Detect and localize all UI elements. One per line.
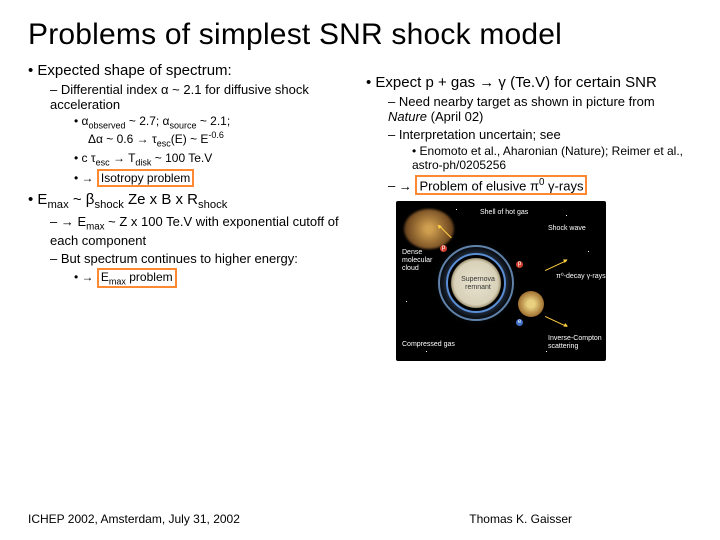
left-sub-1-text: Differential index α ~ 2.1 for diffusive…: [50, 82, 309, 112]
left-subsub-2: c τesc → Tdisk ~ 100 Te.V: [74, 151, 354, 167]
isotropy-box: Isotropy problem: [97, 169, 194, 187]
diagram-label-shock: Shock wave: [548, 225, 588, 233]
left-subsub-1: αobserved ~ 2.7; αsource ~ 2.1; Δα ~ 0.6…: [74, 114, 354, 149]
diagram-label-snr: Supernova remnant: [458, 276, 498, 291]
diagram-label-compressed: Compressed gas: [402, 341, 462, 349]
left-sub-2a: → Emax ~ Z x 100 Te.V with exponential c…: [50, 214, 354, 248]
diagram-label-cloud: Dense molecular cloud: [402, 249, 450, 272]
emax-box: Emax problem: [97, 268, 177, 288]
right-bullet-1-text: Expect p + gas → γ (Te.V) for certain SN…: [375, 74, 656, 91]
slide-title: Problems of simplest SNR shock model: [28, 18, 692, 52]
diagram-label-pi: π⁰-decay γ-rays: [556, 273, 606, 281]
right-column: Expect p + gas → γ (Te.V) for certain SN…: [366, 62, 692, 506]
left-subsub-4: → Emax problem: [74, 268, 354, 288]
left-bullet-1: Expected shape of spectrum: Differential…: [28, 62, 354, 187]
footer-right: Thomas K. Gaisser: [469, 512, 692, 526]
left-column: Expected shape of spectrum: Differential…: [28, 62, 354, 506]
left-bullet-2-text: Emax ~ βshock Ze x B x Rshock: [37, 191, 227, 208]
left-bullet-1-text: Expected shape of spectrum:: [37, 62, 231, 79]
left-bullet-2: Emax ~ βshock Ze x B x Rshock → Emax ~ Z…: [28, 191, 354, 288]
right-sub-3: → Problem of elusive π0 γ-rays: [388, 175, 692, 195]
footer: ICHEP 2002, Amsterdam, July 31, 2002 Tho…: [28, 512, 692, 526]
left-sub-1: Differential index α ~ 2.1 for diffusive…: [50, 82, 354, 187]
right-bullet-1: Expect p + gas → γ (Te.V) for certain SN…: [366, 74, 692, 195]
pi0-box: Problem of elusive π0 γ-rays: [415, 175, 587, 195]
content-columns: Expected shape of spectrum: Differential…: [28, 62, 692, 506]
right-sub-2: Interpretation uncertain; see Enomoto et…: [388, 127, 692, 172]
diagram-label-ic: Inverse-Compton scattering: [548, 335, 606, 350]
right-sub-1: Need nearby target as shown in picture f…: [388, 94, 692, 124]
diagram-label-hotgas: Shell of hot gas: [480, 209, 530, 217]
right-subsub-1: Enomoto et al., Aharonian (Nature); Reim…: [412, 144, 692, 172]
left-sub-2b: But spectrum continues to higher energy:…: [50, 251, 354, 288]
left-subsub-3: → Isotropy problem: [74, 169, 354, 187]
snr-diagram: p p e Dense molecular cloud Shell of hot…: [396, 201, 606, 361]
footer-left: ICHEP 2002, Amsterdam, July 31, 2002: [28, 512, 240, 526]
